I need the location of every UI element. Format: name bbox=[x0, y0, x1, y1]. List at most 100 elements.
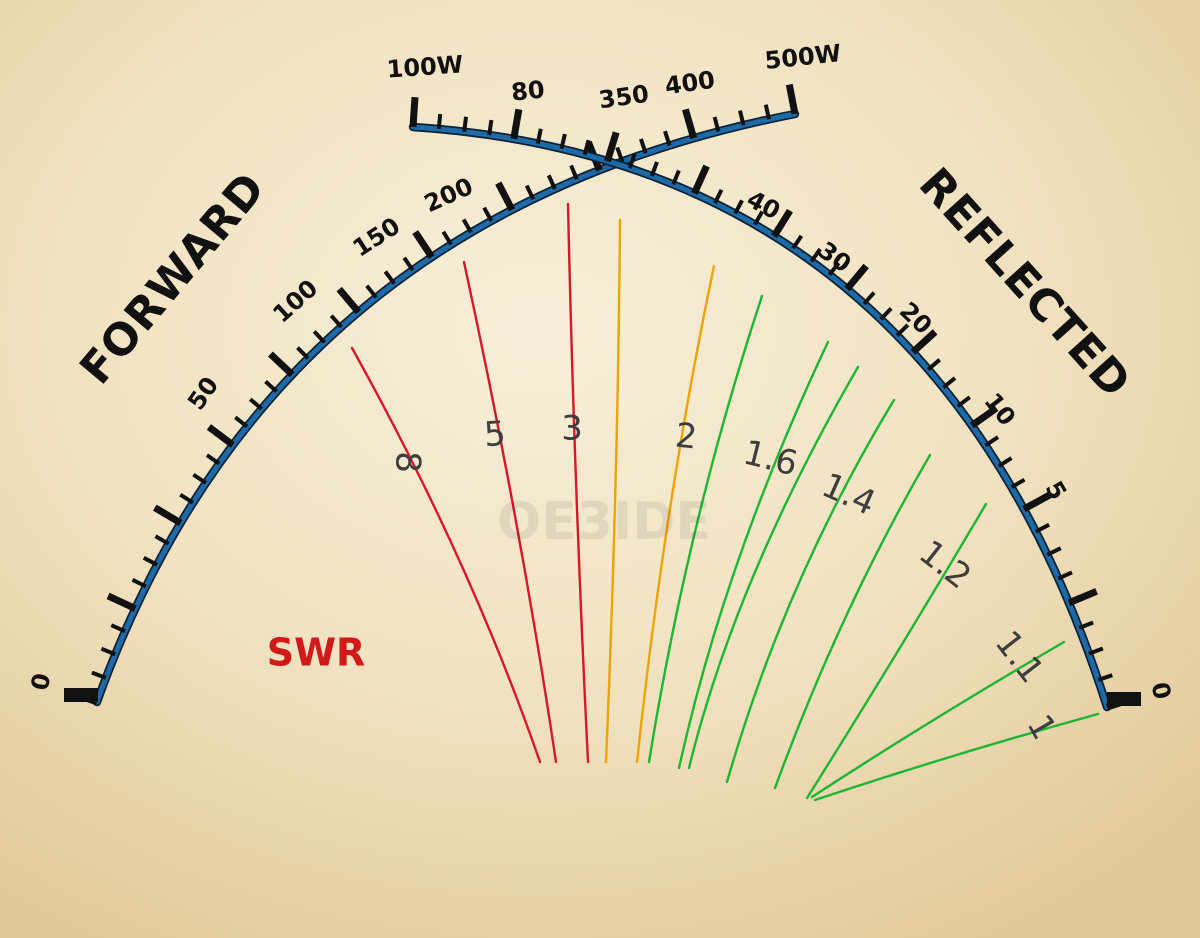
forward-major-tick-8 bbox=[153, 504, 183, 527]
reflected-minor-tick-23 bbox=[895, 323, 910, 337]
reflected-major-tick-36 bbox=[1067, 588, 1098, 607]
swr-label-5: 5 bbox=[483, 414, 507, 455]
forward-minor-tick-15 bbox=[264, 380, 279, 393]
forward-minor-tick-31 bbox=[569, 164, 579, 181]
reflected-minor-tick-19 bbox=[827, 261, 841, 277]
forward-minor-tick-5 bbox=[131, 578, 147, 589]
forward-minor-tick-13 bbox=[234, 415, 249, 429]
swr-curve-12 bbox=[813, 712, 1100, 802]
forward-major-tick-36 bbox=[682, 108, 698, 140]
swr-curve-7 bbox=[687, 365, 860, 770]
reflected-minor-tick-10 bbox=[649, 161, 659, 177]
reflected-zero-label: 0 bbox=[1146, 680, 1177, 702]
reflected-minor-tick-5 bbox=[535, 128, 543, 144]
forward-minor-tick-22 bbox=[383, 270, 396, 285]
forward-major-tick-20 bbox=[336, 286, 362, 315]
reflected-minor-tick-38 bbox=[1088, 646, 1104, 656]
forward-zero-label: 0 bbox=[26, 671, 57, 693]
watermark: OE3IDE bbox=[497, 492, 711, 552]
forward-minor-tick-3 bbox=[110, 623, 126, 634]
reflected-minor-tick-34 bbox=[1046, 546, 1062, 557]
reflected-label-400: 400 bbox=[663, 66, 717, 101]
forward-minor-tick-6 bbox=[142, 556, 159, 567]
reflected-minor-tick-3 bbox=[487, 119, 494, 136]
reflected-major-tick-0 bbox=[409, 96, 419, 128]
reflected-minor-tick-29 bbox=[984, 435, 1000, 448]
reflected-major-tick-24 bbox=[910, 329, 938, 355]
forward-scale bbox=[64, 83, 800, 707]
reflected-minor-tick-22 bbox=[879, 307, 893, 321]
forward-minor-tick-34 bbox=[639, 138, 648, 154]
forward-minor-tick-2 bbox=[100, 646, 117, 657]
forward-minor-tick-17 bbox=[296, 346, 310, 360]
reflected-minor-tick-31 bbox=[1010, 477, 1026, 489]
swr-curve-2 bbox=[566, 202, 590, 764]
forward-minor-tick-18 bbox=[312, 330, 326, 344]
forward-major-tick-12 bbox=[206, 424, 236, 448]
reflected-minor-tick-7 bbox=[582, 139, 591, 156]
reflected-minor-tick-39 bbox=[1097, 673, 1113, 682]
forward-ticks bbox=[64, 83, 799, 706]
swr-curve-5 bbox=[647, 294, 764, 764]
reflected-minor-tick-2 bbox=[462, 116, 468, 132]
reflected-minor-tick-14 bbox=[733, 199, 744, 215]
forward-major-tick-40 bbox=[785, 83, 799, 115]
reflected-scale bbox=[408, 96, 1141, 712]
reflected-major-tick-32 bbox=[1022, 491, 1052, 513]
reflected-minor-tick-18 bbox=[809, 247, 822, 263]
forward-minor-tick-29 bbox=[524, 184, 536, 200]
swr-label-3: 3 bbox=[561, 409, 583, 449]
reflected-minor-tick-15 bbox=[753, 210, 765, 226]
reflected-minor-tick-27 bbox=[956, 395, 971, 408]
reflected-major-tick-8 bbox=[604, 131, 620, 163]
reflected-minor-tick-30 bbox=[997, 456, 1013, 468]
reflected-zero-stop bbox=[1107, 692, 1141, 706]
forward-minor-tick-30 bbox=[546, 174, 557, 190]
swr-curve-4 bbox=[635, 264, 716, 764]
reflected-minor-tick-26 bbox=[942, 376, 957, 390]
forward-minor-tick-11 bbox=[205, 453, 221, 466]
reflected-label-350: 350 bbox=[597, 80, 651, 115]
forward-minor-tick-33 bbox=[615, 146, 625, 163]
reflected-minor-tick-37 bbox=[1078, 620, 1094, 630]
reflected-ticks bbox=[409, 96, 1141, 711]
swr-curve-0 bbox=[350, 346, 542, 764]
swr-lines-group bbox=[350, 202, 1100, 802]
reflected-minor-tick-13 bbox=[713, 188, 724, 205]
swr-label-8: 8 bbox=[388, 451, 428, 473]
forward-label-100w: 100W bbox=[386, 50, 464, 83]
forward-minor-tick-7 bbox=[154, 534, 170, 546]
forward-major-tick-24 bbox=[412, 230, 435, 259]
reflected-major-tick-20 bbox=[844, 263, 869, 292]
forward-minor-tick-39 bbox=[763, 104, 771, 120]
reflected-minor-tick-33 bbox=[1034, 522, 1051, 534]
forward-minor-tick-26 bbox=[461, 218, 473, 234]
reflected-minor-tick-9 bbox=[627, 153, 637, 169]
forward-minor-tick-10 bbox=[192, 472, 208, 485]
forward-minor-tick-23 bbox=[402, 256, 415, 272]
forward-major-tick-4 bbox=[106, 592, 137, 612]
reflected-minor-tick-25 bbox=[926, 358, 942, 372]
swr-curve-6 bbox=[677, 340, 830, 770]
reflected-minor-tick-1 bbox=[436, 113, 443, 130]
forward-major-tick-28 bbox=[495, 181, 516, 212]
forward-minor-tick-9 bbox=[179, 493, 195, 505]
reflected-major-tick-16 bbox=[771, 208, 793, 238]
forward-minor-tick-19 bbox=[329, 314, 343, 329]
reflected-major-tick-28 bbox=[969, 405, 999, 429]
forward-label-80: 80 bbox=[510, 75, 546, 106]
reflected-minor-tick-17 bbox=[791, 234, 804, 250]
forward-minor-tick-35 bbox=[663, 130, 672, 147]
reflected-minor-tick-6 bbox=[559, 133, 567, 150]
reflected-minor-tick-21 bbox=[862, 291, 876, 306]
forward-zero-stop bbox=[64, 688, 98, 702]
reflected-minor-tick-11 bbox=[671, 169, 681, 186]
reflected-arc bbox=[410, 124, 1110, 710]
forward-minor-tick-1 bbox=[91, 670, 107, 680]
reflected-minor-tick-35 bbox=[1057, 570, 1073, 581]
swr-title: SWR bbox=[267, 631, 366, 675]
forward-minor-tick-27 bbox=[482, 206, 494, 222]
forward-minor-tick-21 bbox=[365, 284, 378, 299]
